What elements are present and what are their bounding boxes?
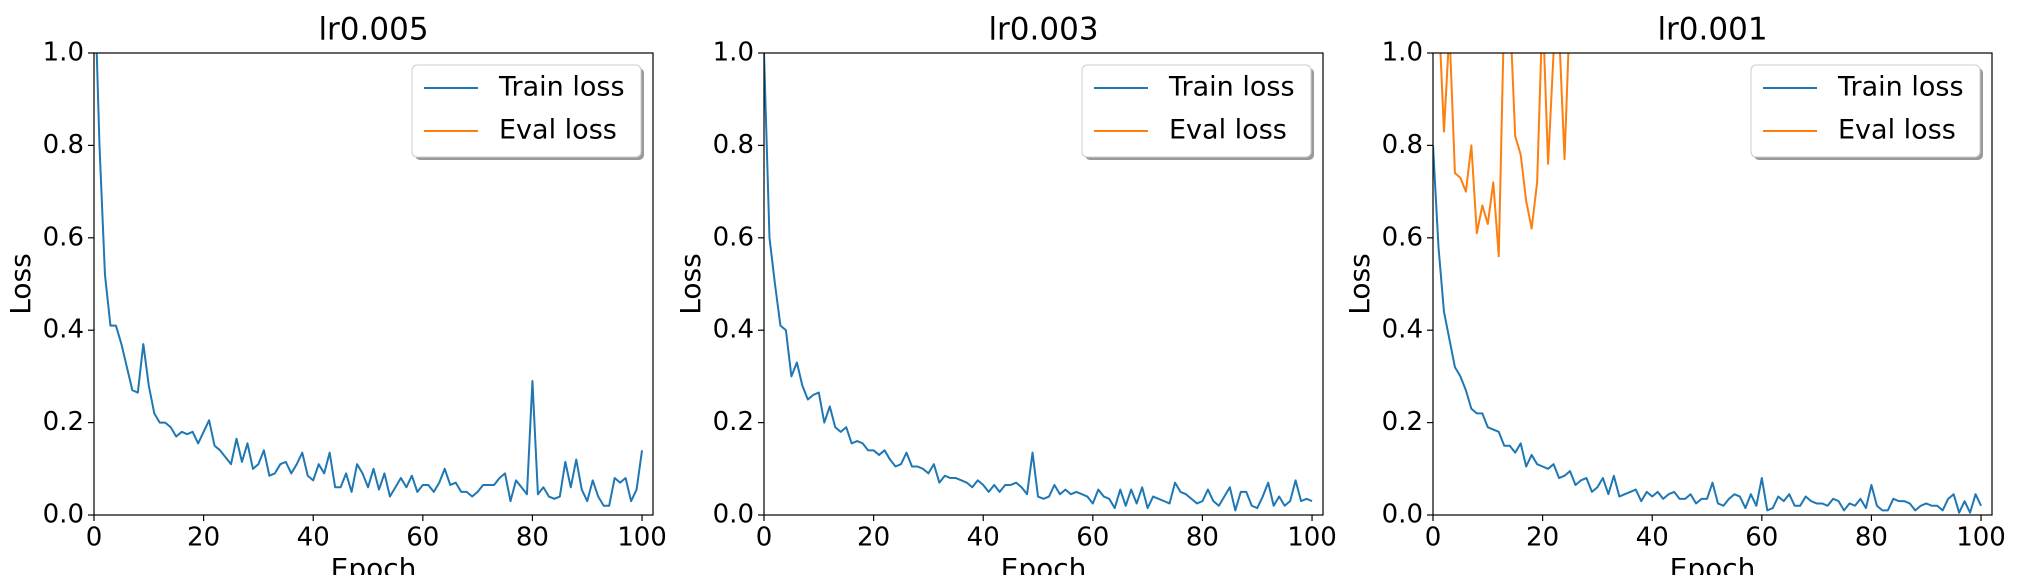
x-tick-label: 20: [187, 523, 220, 553]
y-tick-label: 0.8: [1382, 130, 1423, 160]
legend-label: Eval loss: [1838, 115, 1956, 146]
x-axis-label: Epoch: [331, 552, 417, 575]
y-tick-label: 0.8: [43, 130, 84, 160]
x-tick-label: 80: [516, 523, 549, 553]
series-line: [1433, 145, 1982, 514]
y-tick-label: 0.4: [43, 315, 84, 345]
x-tick-label: 20: [1526, 523, 1559, 553]
legend-label: Train loss: [1168, 72, 1295, 103]
plot-frame: [1432, 52, 1993, 516]
y-tick-label: 0.6: [713, 222, 754, 252]
y-axis-label: Loss: [674, 253, 707, 314]
y-tick-label: 0.0: [1382, 500, 1423, 530]
legend-label: Eval loss: [1169, 115, 1287, 146]
series-line: [95, 53, 644, 507]
plot-frame: [763, 52, 1324, 516]
y-tick-label: 1.0: [713, 38, 754, 68]
x-tick-label: 80: [1186, 523, 1219, 553]
plot-frame: [93, 52, 654, 516]
legend-label: Train loss: [1837, 72, 1964, 103]
y-tick-label: 0.0: [713, 500, 754, 530]
legend-label: Eval loss: [499, 115, 617, 146]
y-tick-label: 0.2: [43, 407, 84, 437]
y-tick-label: 0.2: [1382, 407, 1423, 437]
y-tick-label: 0.0: [43, 500, 84, 530]
y-tick-label: 1.0: [1382, 38, 1423, 68]
x-axis-label: Epoch: [1670, 552, 1756, 575]
x-tick-label: 80: [1855, 523, 1888, 553]
series-line: [1439, 53, 1570, 258]
y-tick-label: 0.6: [43, 222, 84, 252]
subplot: lr0.005 0.0 0.2 0.4 0.6 0.8 1.0 0 20 40 60 80 100 Epo…: [4, 12, 667, 575]
y-tick-label: 0.2: [713, 407, 754, 437]
y-tick-label: 1.0: [43, 38, 84, 68]
subplot: lr0.001 0.0 0.2 0.4 0.6 0.8 1.0 0 20 40 60 80 100 Epo…: [1343, 12, 2006, 575]
y-axis-label: Loss: [1343, 253, 1376, 314]
chart-title: lr0.001: [1657, 12, 1767, 48]
x-tick-label: 0: [86, 523, 103, 553]
x-tick-label: 60: [1745, 523, 1778, 553]
x-tick-label: 60: [1076, 523, 1109, 553]
x-tick-label: 40: [1636, 523, 1669, 553]
y-tick-label: 0.6: [1382, 222, 1423, 252]
x-tick-label: 100: [1956, 523, 2006, 553]
x-axis-label: Epoch: [1001, 552, 1087, 575]
x-tick-label: 20: [857, 523, 890, 553]
y-axis-label: Loss: [4, 253, 37, 314]
x-tick-label: 0: [1425, 523, 1442, 553]
x-tick-label: 40: [967, 523, 1000, 553]
x-tick-label: 0: [756, 523, 773, 553]
x-tick-label: 100: [617, 523, 667, 553]
x-tick-label: 40: [297, 523, 330, 553]
x-tick-label: 100: [1287, 523, 1337, 553]
subplot: lr0.003 0.0 0.2 0.4 0.6 0.8 1.0 0 20 40 60 80 100 Epo…: [674, 12, 1337, 575]
y-tick-label: 0.4: [1382, 315, 1423, 345]
chart-title: lr0.003: [988, 12, 1098, 48]
y-tick-label: 0.4: [713, 315, 754, 345]
chart-title: lr0.005: [318, 12, 428, 48]
series-line: [764, 53, 1313, 512]
x-tick-label: 60: [406, 523, 439, 553]
y-tick-label: 0.8: [713, 130, 754, 160]
legend-label: Train loss: [498, 72, 625, 103]
